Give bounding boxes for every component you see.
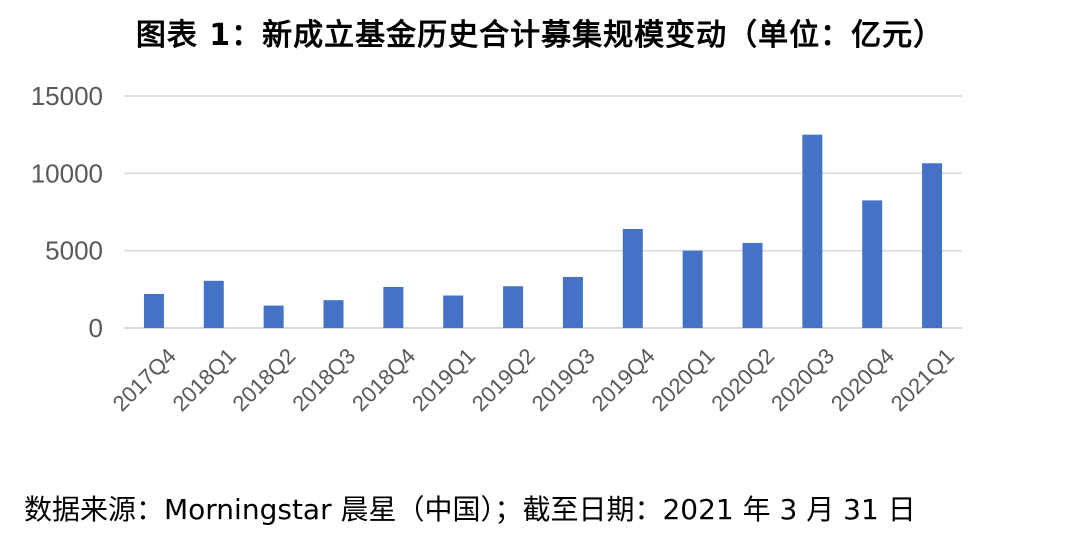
chart-area: 0 5000 10000 15000 2017Q4 2018Q1 2018Q2 2018Q3…: [0, 60, 1080, 480]
bar-2020Q3: [802, 134, 823, 328]
y-tick-label: 0: [89, 313, 103, 343]
x-tick-label: 2019Q2: [467, 343, 540, 416]
y-tick-label: 10000: [31, 158, 103, 188]
bar-2018Q4: [383, 287, 404, 328]
x-tick-label: 2018Q2: [227, 343, 300, 416]
bar-2020Q2: [742, 242, 763, 328]
bar-2018Q1: [203, 280, 224, 328]
y-axis-ticks: 0 5000 10000 15000: [31, 81, 103, 343]
chart-title: 图表 1：新成立基金历史合计募集规模变动（单位：亿元）: [135, 18, 945, 53]
x-tick-label: 2019Q1: [407, 343, 480, 416]
x-tick-label: 2018Q1: [168, 343, 241, 416]
x-tick-label: 2020Q2: [706, 343, 779, 416]
x-tick-label: 2019Q3: [527, 343, 600, 416]
x-tick-label: 2018Q4: [347, 343, 420, 416]
x-tick-label: 2020Q4: [826, 343, 899, 416]
bar-2018Q2: [263, 305, 284, 328]
bar-2020Q4: [862, 200, 883, 328]
x-tick-label: 2021Q1: [886, 343, 959, 416]
bar-2017Q4: [143, 293, 164, 328]
bar-2019Q3: [562, 276, 583, 328]
bar-2019Q4: [622, 229, 643, 328]
y-tick-label: 5000: [45, 236, 103, 266]
bar-chart: 0 5000 10000 15000 2017Q42018Q12018Q22018Q3…: [31, 81, 962, 416]
x-tick-label: 2018Q3: [287, 343, 360, 416]
x-axis-ticks: 2017Q42018Q12018Q22018Q32018Q42019Q12019…: [108, 343, 959, 416]
x-tick-label: 2020Q3: [766, 343, 839, 416]
source-note: 数据来源：Morningstar 晨星（中国）；截至日期：2021 年 3 月 …: [24, 493, 916, 526]
x-tick-label: 2017Q4: [108, 343, 181, 416]
y-tick-label: 15000: [31, 81, 103, 111]
bars: [143, 134, 943, 328]
x-tick-label: 2019Q4: [587, 343, 660, 416]
bar-2018Q3: [323, 300, 344, 328]
x-tick-label: 2020Q1: [646, 343, 719, 416]
bar-2020Q1: [682, 250, 703, 328]
bar-2019Q2: [503, 286, 524, 328]
bar-2019Q1: [443, 295, 464, 328]
gridlines: [124, 95, 962, 329]
bar-2021Q1: [922, 163, 943, 328]
